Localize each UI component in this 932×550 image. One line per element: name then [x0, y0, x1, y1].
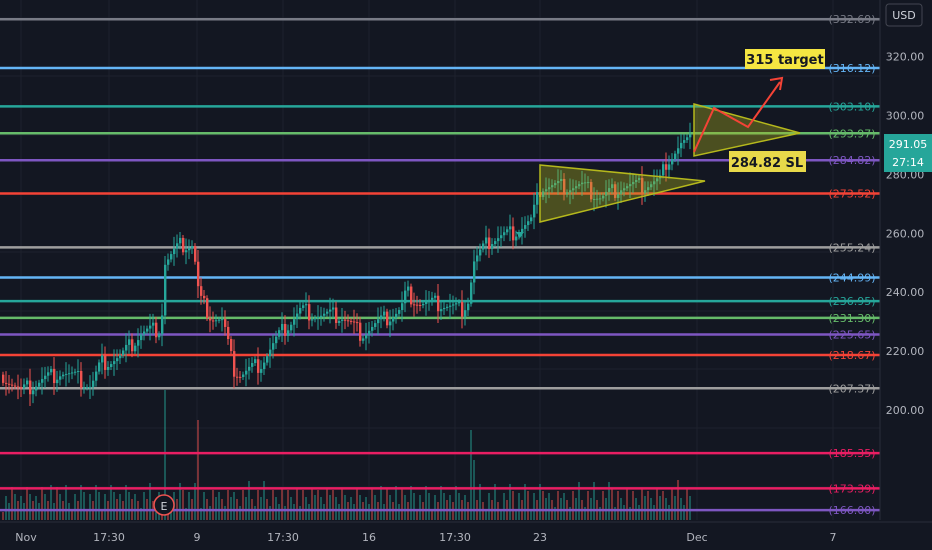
level-label: (173.39)	[828, 482, 875, 495]
level-label: (255.24)	[828, 241, 875, 254]
x-tick-label: 9	[194, 531, 201, 544]
level-label: (207.37)	[828, 382, 875, 395]
currency-button[interactable]: USD	[885, 3, 923, 27]
x-tick-label: 7	[830, 531, 837, 544]
y-tick-label: 200.00	[886, 404, 925, 417]
y-tick-label: 320.00	[886, 51, 925, 64]
time-axis[interactable]: Nov 17:30 9 17:30 16 17:30 23 Dec 7	[0, 521, 932, 544]
currency-button-label: USD	[892, 9, 916, 22]
price-axis[interactable]: 200.00220.00240.00260.00280.00300.00320.…	[879, 0, 925, 520]
y-tick-label: 240.00	[886, 286, 925, 299]
level-label: (185.35)	[828, 447, 875, 460]
x-tick-label: 17:30	[267, 531, 299, 544]
y-tick-label: 220.00	[886, 345, 925, 358]
level-label: (293.97)	[828, 127, 875, 140]
x-tick-label: 17:30	[439, 531, 471, 544]
pattern-drawings[interactable]	[516, 76, 801, 238]
earnings-marker[interactable]: E	[153, 494, 175, 516]
target-annotation[interactable]: 315 target	[745, 49, 825, 69]
level-label: (332.69)	[828, 13, 875, 26]
candlesticks	[2, 122, 692, 407]
x-tick-label: 17:30	[93, 531, 125, 544]
countdown-text: 27:14	[892, 156, 924, 169]
horizontal-levels[interactable]: (332.69) (316.12) (303.10) (293.97) (284.82)…	[0, 13, 880, 517]
earnings-marker-letter: E	[161, 500, 168, 513]
current-price-tag: 291.05 27:14	[884, 134, 932, 172]
stoploss-annotation[interactable]: 284.82 SL	[729, 151, 806, 172]
level-label: (303.10)	[828, 100, 875, 113]
x-tick-label: 23	[533, 531, 547, 544]
stoploss-annotation-text: 284.82 SL	[731, 156, 803, 171]
target-annotation-text: 315 target	[746, 53, 823, 68]
current-price-text: 291.05	[889, 138, 928, 151]
level-label: (316.12)	[828, 62, 875, 75]
level-label: (231.30)	[828, 312, 875, 325]
level-label: (225.65)	[828, 328, 875, 341]
level-label: (236.95)	[828, 295, 875, 308]
level-label: (166.00)	[828, 504, 875, 517]
level-label: (284.82)	[828, 154, 875, 167]
x-tick-label: 16	[362, 531, 376, 544]
level-label: (218.67)	[828, 349, 875, 362]
x-tick-label: Dec	[686, 531, 707, 544]
x-tick-label: Nov	[15, 531, 37, 544]
level-label: (273.52)	[828, 187, 875, 200]
y-tick-label: 300.00	[886, 110, 925, 123]
level-label: (244.99)	[828, 272, 875, 285]
y-tick-label: 260.00	[886, 227, 925, 240]
